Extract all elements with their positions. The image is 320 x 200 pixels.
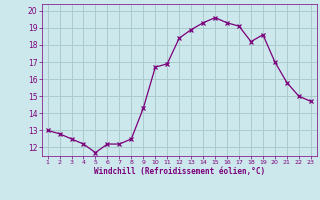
X-axis label: Windchill (Refroidissement éolien,°C): Windchill (Refroidissement éolien,°C) xyxy=(94,167,265,176)
